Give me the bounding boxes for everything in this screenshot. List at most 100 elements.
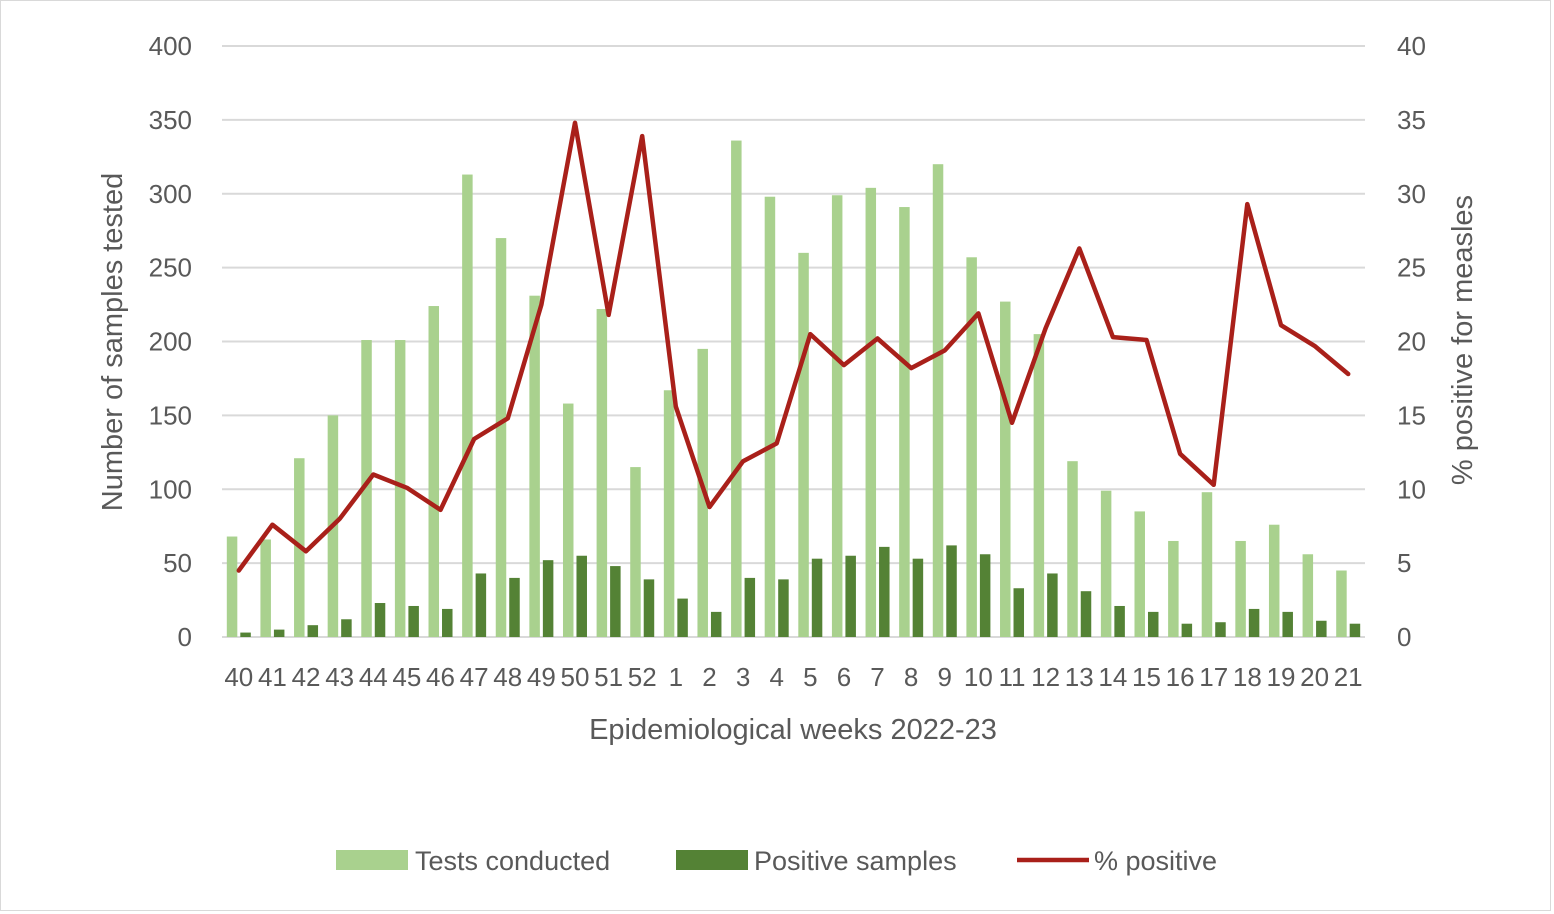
bar-positive-samples: [912, 558, 924, 637]
bar-tests-conducted: [932, 164, 944, 637]
x-tick-label: 43: [325, 662, 354, 692]
x-tick-label: 2: [702, 662, 716, 692]
y2-tick-label: 15: [1397, 400, 1426, 430]
bar-positive-samples: [307, 625, 319, 637]
bar-tests-conducted: [394, 340, 406, 637]
x-tick-label: 9: [938, 662, 952, 692]
bar-positive-samples: [1282, 611, 1293, 637]
x-tick-label: 5: [803, 662, 817, 692]
bar-tests-conducted: [495, 238, 507, 637]
bar-tests-conducted: [1067, 461, 1078, 637]
bar-positive-samples: [1248, 608, 1260, 637]
x-tick-label: 8: [904, 662, 918, 692]
bar-positive-samples: [778, 579, 789, 637]
x-tick-label: 51: [594, 662, 623, 692]
x-tick-label: 47: [460, 662, 489, 692]
bar-positive-samples: [1147, 611, 1159, 637]
y2-tick-label: 10: [1397, 474, 1426, 504]
x-tick-label: 7: [870, 662, 884, 692]
bar-positive-samples: [1349, 623, 1361, 637]
bar-tests-conducted: [731, 140, 742, 637]
y-axis-title: Number of samples tested: [97, 173, 129, 511]
y-tick-label: 250: [149, 253, 192, 283]
bar-positive-samples: [509, 577, 520, 637]
x-tick-label: 3: [736, 662, 750, 692]
bar-positive-samples: [576, 555, 587, 637]
x-tick-label: 21: [1334, 662, 1363, 692]
bar-tests-conducted: [226, 536, 238, 637]
bar-tests-conducted: [596, 308, 608, 637]
x-tick-label: 46: [426, 662, 455, 692]
bar-tests-conducted: [1100, 490, 1112, 637]
y-tick-label: 150: [149, 400, 192, 430]
y2-tick-label: 40: [1397, 31, 1426, 61]
legend-item-tests-conducted: Tests conducted: [336, 846, 610, 876]
bar-tests-conducted: [1268, 524, 1280, 637]
line-percent-positive: [236, 120, 1351, 573]
bar-positive-samples: [240, 632, 251, 637]
bar-tests-conducted: [1168, 540, 1179, 637]
bar-positive-samples: [1181, 623, 1193, 637]
y2-tick-label: 0: [1397, 622, 1411, 652]
y-tick-label: 400: [149, 31, 192, 61]
y-tick-label: 0: [178, 622, 192, 652]
y2-axis-title: % positive for measles: [1447, 195, 1479, 485]
bar-positive-samples: [1215, 622, 1226, 637]
y-tick-label: 300: [149, 179, 192, 209]
x-tick-label: 16: [1166, 662, 1195, 692]
x-tick-label: 41: [258, 662, 287, 692]
bar-positive-samples: [710, 611, 722, 637]
bar-positive-samples: [643, 579, 655, 637]
bar-tests-conducted: [663, 390, 675, 637]
x-tick-label: 14: [1098, 662, 1127, 692]
bar-positive-samples: [879, 546, 890, 637]
bar-positive-samples: [744, 577, 756, 637]
y2-tick-label: 30: [1397, 179, 1426, 209]
y2-tick-label: 35: [1397, 105, 1426, 135]
bar-tests-conducted: [529, 295, 540, 637]
y-tick-label: 50: [163, 548, 192, 578]
bar-positive-samples: [677, 598, 688, 637]
bar-positive-samples: [610, 566, 621, 637]
gridlines: [222, 45, 1365, 638]
bar-tests-conducted: [1201, 492, 1213, 637]
x-tick-labels: 40 41 42 43 44 45 46 47 48 49 50 51 52 1 2 3 4 5 6 7 8 9 10 11 1…: [224, 662, 1362, 692]
x-tick-label: 44: [359, 662, 388, 692]
legend-swatch-tests-conducted: [336, 850, 408, 870]
x-tick-label: 42: [292, 662, 321, 692]
x-tick-label: 40: [224, 662, 253, 692]
y-tick-label: 350: [149, 105, 192, 135]
bar-positive-samples: [341, 619, 352, 637]
x-tick-label: 48: [493, 662, 522, 692]
bar-positive-samples: [273, 629, 285, 637]
bar-tests-conducted: [1033, 334, 1045, 637]
bar-positive-samples: [1047, 573, 1058, 637]
bar-tests-conducted: [428, 306, 440, 637]
bar-positive-samples: [542, 560, 554, 637]
bar-tests-conducted: [764, 196, 776, 637]
bar-tests-conducted: [865, 187, 877, 637]
bar-positive-samples: [979, 554, 991, 637]
y2-tick-label: 5: [1397, 548, 1411, 578]
bar-positive-samples: [408, 605, 419, 637]
x-tick-label: 49: [527, 662, 556, 692]
bar-positive-samples: [845, 555, 856, 637]
x-tick-label: 1: [669, 662, 683, 692]
y2-tick-label: 20: [1397, 327, 1426, 357]
bar-tests-conducted: [831, 195, 843, 638]
bar-positive-samples: [1316, 620, 1327, 637]
bar-tests-conducted: [1302, 554, 1314, 637]
bar-positive-samples: [442, 608, 453, 637]
bar-tests-conducted: [1235, 540, 1246, 637]
bar-tests-conducted: [1000, 301, 1011, 637]
bar-positive-samples: [1114, 605, 1125, 637]
x-tick-label: 50: [561, 662, 590, 692]
y-tick-label: 100: [149, 474, 192, 504]
bar-tests-conducted: [798, 252, 809, 637]
bar-tests-conducted: [1134, 511, 1145, 637]
bar-tests-conducted: [630, 467, 641, 637]
positive-samples-bars: [240, 545, 1361, 637]
x-tick-label: 17: [1199, 662, 1228, 692]
